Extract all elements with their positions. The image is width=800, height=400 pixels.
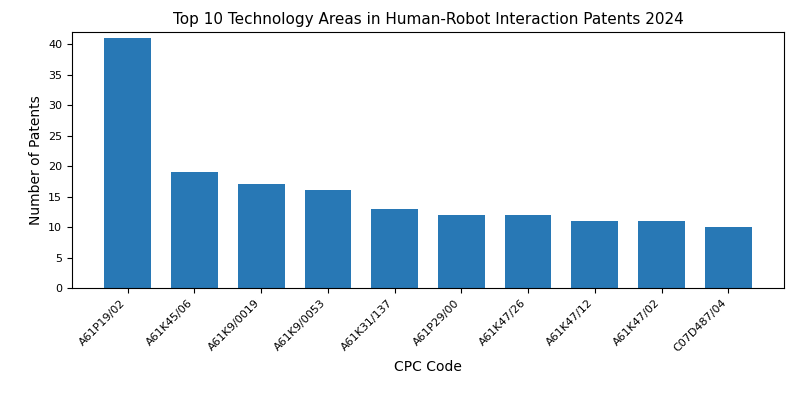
Bar — [305, 190, 351, 288]
Bar — [638, 221, 685, 288]
Bar — [104, 38, 151, 288]
Bar — [171, 172, 218, 288]
Bar — [505, 215, 551, 288]
Bar — [438, 215, 485, 288]
Title: Top 10 Technology Areas in Human-Robot Interaction Patents 2024: Top 10 Technology Areas in Human-Robot I… — [173, 12, 683, 27]
Bar — [371, 209, 418, 288]
X-axis label: CPC Code: CPC Code — [394, 360, 462, 374]
Y-axis label: Number of Patents: Number of Patents — [29, 95, 42, 225]
Bar — [238, 184, 285, 288]
Bar — [571, 221, 618, 288]
Bar — [705, 227, 752, 288]
